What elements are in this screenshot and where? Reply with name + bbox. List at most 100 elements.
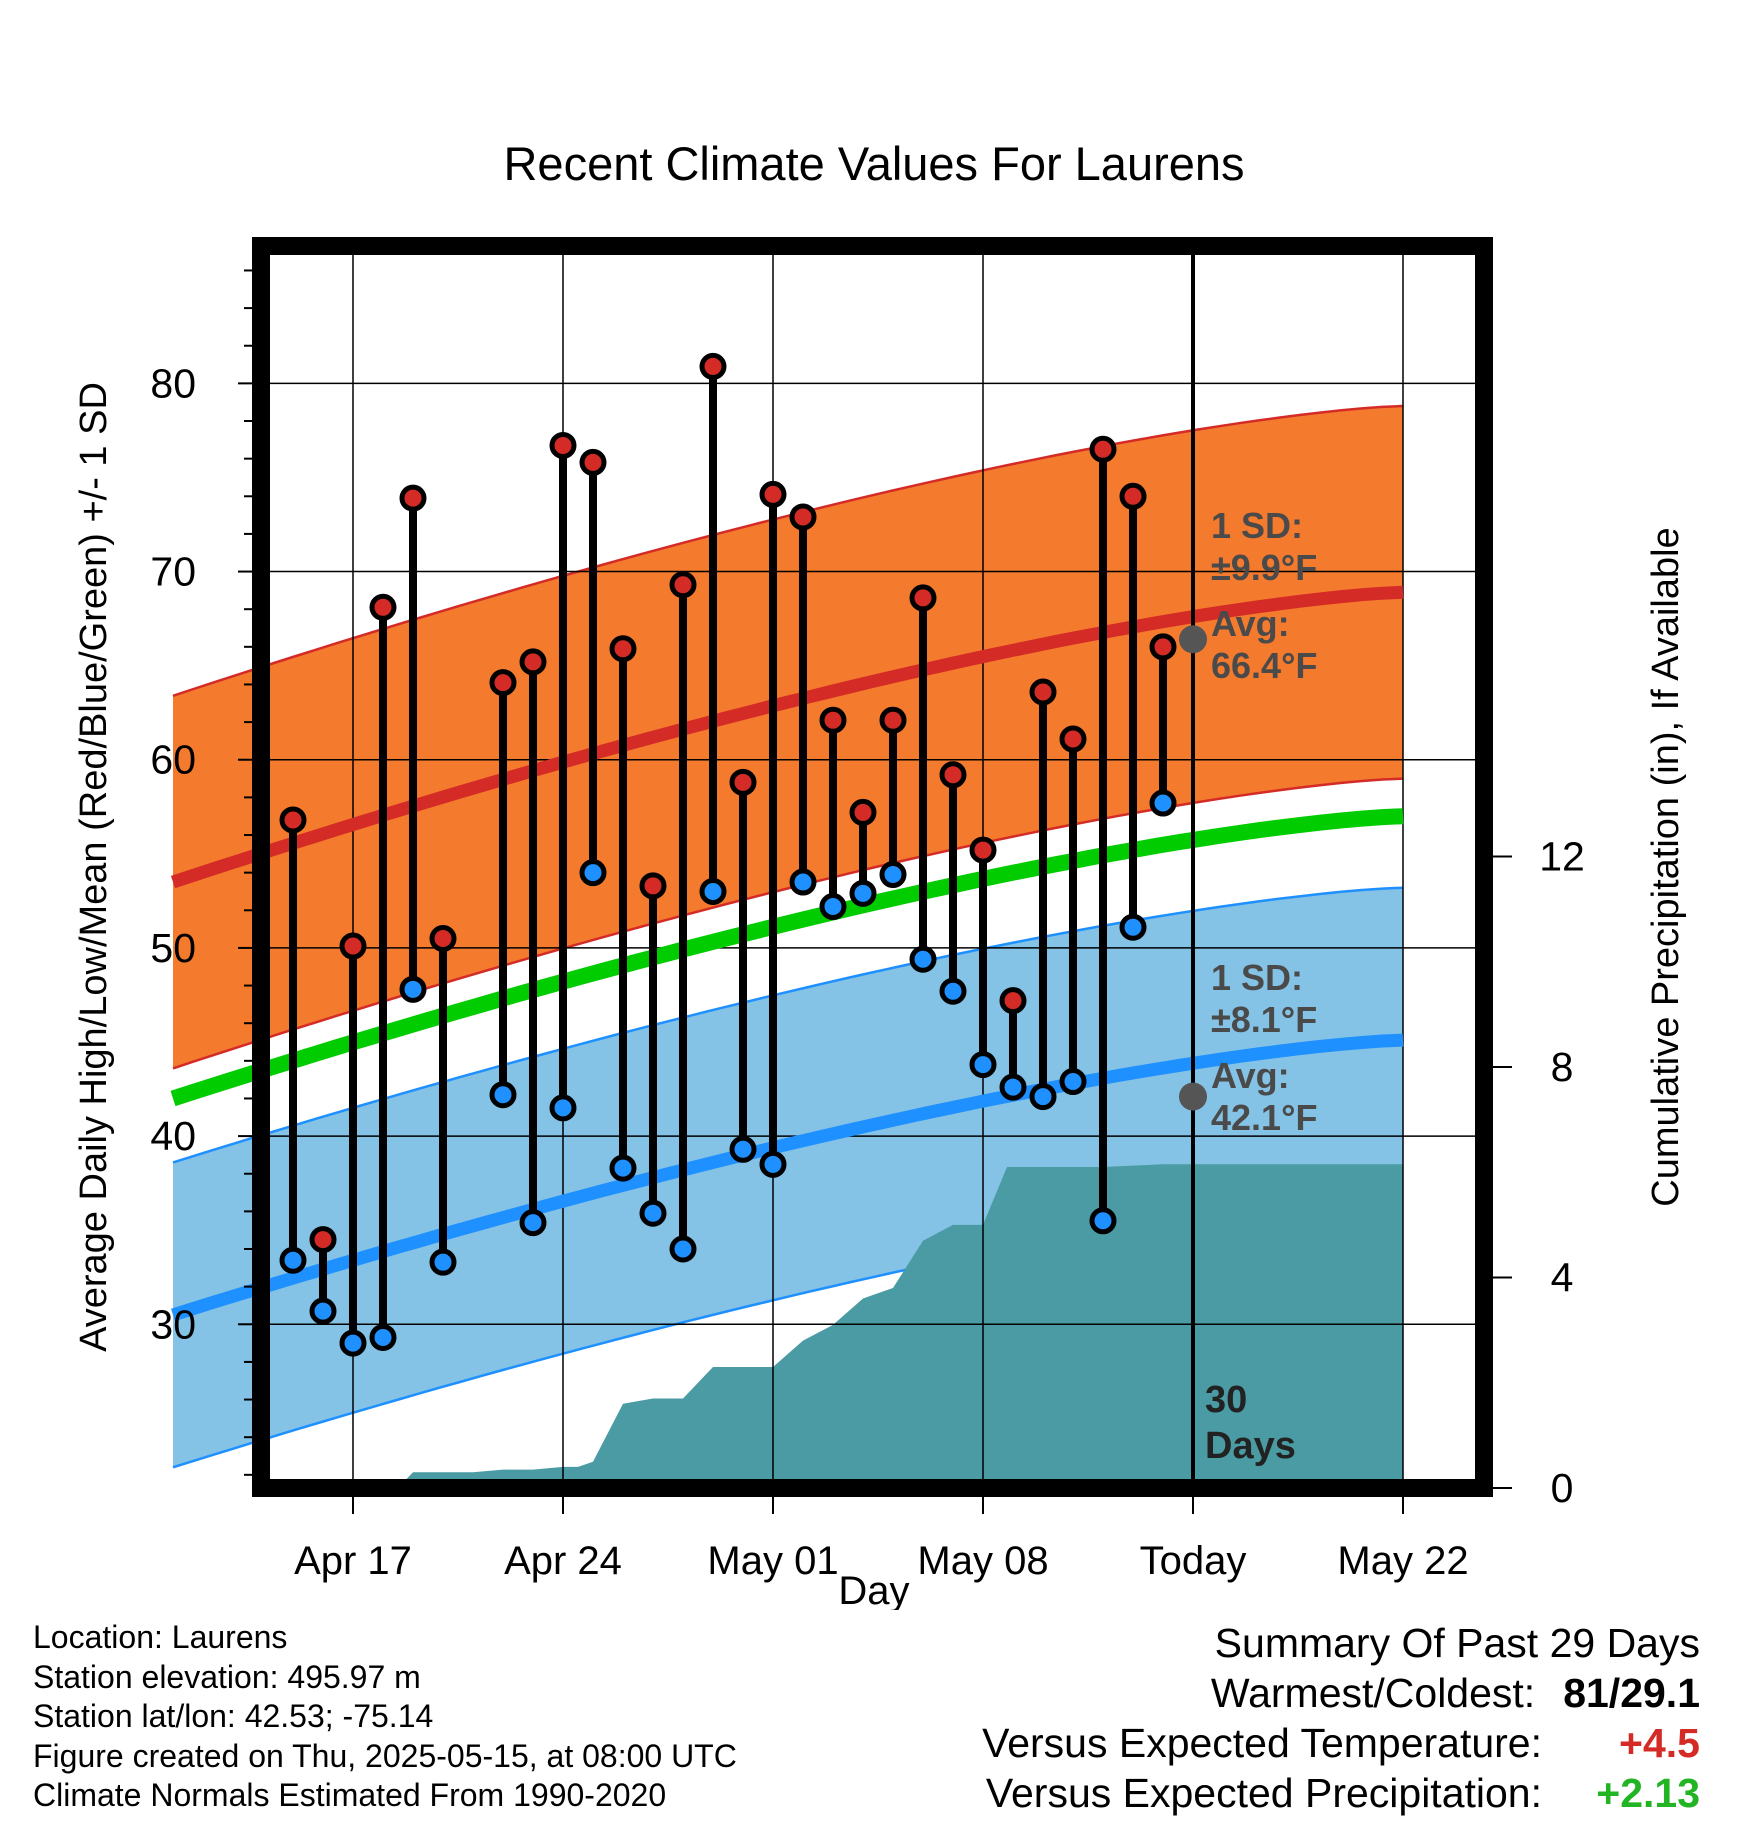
high-point--18 xyxy=(639,872,667,900)
low-point--20 xyxy=(579,859,607,887)
climate-chart: Recent Climate Values For Laurens 1 SD:±… xyxy=(73,137,1687,1610)
normal-mean-line xyxy=(170,808,1404,1107)
low-point--9 xyxy=(909,945,937,973)
high-point--16 xyxy=(699,352,727,380)
window-label-0: 30 xyxy=(1205,1379,1247,1421)
normal-low-line xyxy=(171,1033,1404,1322)
low-point--25 xyxy=(429,1248,457,1276)
low-sd-band-upper-edge xyxy=(172,886,1404,1164)
temp-anomaly-label: Versus Expected Temperature: xyxy=(982,1720,1542,1766)
low-point--7 xyxy=(969,1051,997,1079)
today-low-label-2: Avg: xyxy=(1211,1055,1290,1096)
created-text: Figure created on Thu, 2025-05-15, at 08… xyxy=(33,1737,737,1774)
today-high-avg-marker xyxy=(1179,625,1207,654)
axes: 30 40 50 60 70 80 0 4 8 12 Apr 17 Apr 24 May 01 May 0… xyxy=(73,269,1687,1583)
high-point--23 xyxy=(489,669,517,697)
summary-title: Summary Of Past 29 Days xyxy=(1214,1620,1700,1666)
low-point--18 xyxy=(639,1199,667,1227)
y-tick-label-70: 70 xyxy=(150,549,196,595)
temp-anomaly-value: +4.5 xyxy=(1619,1720,1700,1766)
low-point--30 xyxy=(279,1246,307,1274)
high-point--13 xyxy=(789,503,817,531)
today-high-label-2: Avg: xyxy=(1211,603,1290,644)
low-point--15 xyxy=(729,1135,757,1163)
x-tick-label-0: Today xyxy=(1140,1539,1247,1583)
high-point--28 xyxy=(339,932,367,960)
y-right-tick-label-8: 8 xyxy=(1551,1044,1574,1090)
high-point--7 xyxy=(969,836,997,864)
precipitation-area xyxy=(248,1164,1403,1488)
plot-border xyxy=(252,237,1493,1497)
high-point--29 xyxy=(309,1226,337,1254)
high-sd-band-upper-edge xyxy=(172,404,1404,697)
normals-text: Climate Normals Estimated From 1990-2020 xyxy=(33,1777,667,1813)
high-point--4 xyxy=(1059,725,1087,753)
low-point--29 xyxy=(309,1297,337,1325)
summary-warmest-row: Warmest/Coldest: 81/29.1 xyxy=(982,1668,1700,1718)
low-point--11 xyxy=(849,879,877,907)
today-low-label-1: ±8.1°F xyxy=(1211,999,1317,1040)
low-point--1 xyxy=(1149,789,1177,817)
high-point--8 xyxy=(939,761,967,789)
high-point--2 xyxy=(1119,482,1147,510)
high-point--19 xyxy=(609,635,637,663)
low-sd-band xyxy=(173,887,1403,1468)
today-low-label-3: 42.1°F xyxy=(1211,1097,1317,1138)
y-right-tick-label-4: 4 xyxy=(1551,1254,1574,1300)
low-point--22 xyxy=(519,1209,547,1237)
low-point--21 xyxy=(549,1094,577,1122)
high-point--12 xyxy=(819,706,847,734)
y-tick-label-60: 60 xyxy=(150,737,196,783)
high-point--26 xyxy=(399,484,427,512)
warmest-value: 81/29.1 xyxy=(1563,1670,1700,1716)
y-right-tick-label-0: 0 xyxy=(1551,1465,1574,1511)
precip-anomaly-value: +2.13 xyxy=(1596,1770,1700,1816)
high-point--20 xyxy=(579,448,607,476)
daily-range-bars xyxy=(279,352,1177,1357)
x-tick-label--28: Apr 17 xyxy=(294,1539,412,1583)
normal-lines xyxy=(170,246,1404,1488)
today-high-label-1: ±9.9°F xyxy=(1211,547,1317,588)
chart-title: Recent Climate Values For Laurens xyxy=(503,137,1244,190)
summary-panel: Summary Of Past 29 Days Warmest/Coldest:… xyxy=(982,1618,1700,1818)
low-point--5 xyxy=(1029,1083,1057,1111)
y-tick-label-80: 80 xyxy=(150,360,196,406)
y-right-axis-label: Cumulative Precipitation (in), If Availa… xyxy=(1645,527,1687,1206)
window-label-1: Days xyxy=(1205,1425,1296,1467)
x-tick-label--7: May 08 xyxy=(917,1539,1048,1583)
elevation-text: Station elevation: 495.97 m xyxy=(33,1658,421,1695)
high-point--5 xyxy=(1029,678,1057,706)
high-point--11 xyxy=(849,798,877,826)
high-point--21 xyxy=(549,431,577,459)
high-point--9 xyxy=(909,584,937,612)
x-tick-label--14: May 01 xyxy=(707,1539,838,1583)
low-point--10 xyxy=(879,861,907,889)
high-point--25 xyxy=(429,925,457,953)
high-point--1 xyxy=(1149,633,1177,661)
low-point--23 xyxy=(489,1081,517,1109)
x-tick-label-7: May 22 xyxy=(1337,1539,1468,1583)
latlon-text: Station lat/lon: 42.53; -75.14 xyxy=(33,1698,434,1734)
high-point--17 xyxy=(669,571,697,599)
high-point--6 xyxy=(999,987,1027,1015)
today-low-avg-marker xyxy=(1179,1082,1207,1111)
low-point--19 xyxy=(609,1154,637,1182)
low-point--26 xyxy=(399,975,427,1003)
low-point--16 xyxy=(699,877,727,905)
x-tick-label--21: Apr 24 xyxy=(504,1539,622,1583)
low-point--27 xyxy=(369,1323,397,1351)
today-high-label-0: 1 SD: xyxy=(1211,505,1303,546)
y-tick-label-50: 50 xyxy=(150,925,196,971)
summary-temp-row: Versus Expected Temperature: +4.5 xyxy=(982,1718,1700,1768)
low-point--17 xyxy=(669,1235,697,1263)
precip-anomaly-label: Versus Expected Precipitation: xyxy=(985,1770,1542,1816)
high-point--15 xyxy=(729,768,757,796)
low-point--3 xyxy=(1089,1207,1117,1235)
high-point--27 xyxy=(369,593,397,621)
station-info: Location: Laurens Station elevation: 495… xyxy=(33,1618,737,1816)
plot-frame xyxy=(252,237,1493,1497)
precip-fill xyxy=(248,1164,1403,1488)
low-point--4 xyxy=(1059,1068,1087,1096)
y-tick-label-40: 40 xyxy=(150,1113,196,1159)
